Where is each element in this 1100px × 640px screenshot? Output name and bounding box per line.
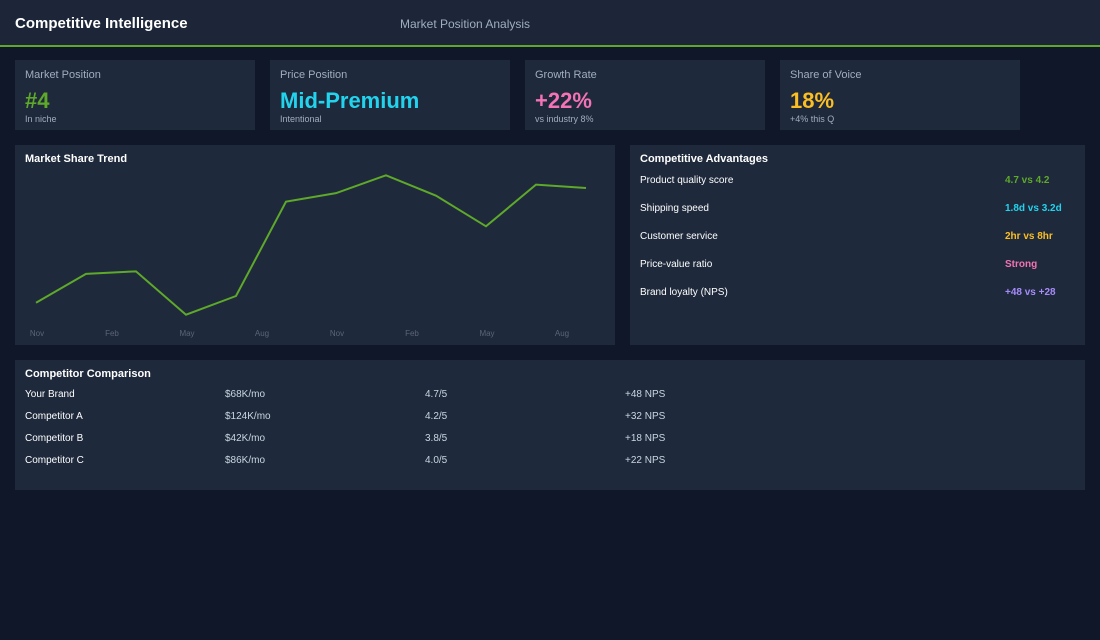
table-cell: 4.0/5	[425, 455, 448, 466]
kpi-label: Price Position	[280, 69, 348, 81]
kpi-card: Share of Voice 18% +4% this Q	[780, 60, 1020, 130]
kpi-note: vs industry 8%	[535, 114, 594, 124]
advantage-label: Product quality score	[640, 175, 734, 186]
kpi-value: #4	[25, 88, 50, 113]
chart-title: Market Share Trend	[25, 153, 128, 165]
advantage-row: Product quality score 4.7 vs 4.2	[640, 175, 1075, 186]
kpi-label: Growth Rate	[535, 69, 597, 81]
panel-title: Competitor Comparison	[25, 368, 151, 380]
kpi-label: Market Position	[25, 69, 101, 81]
x-tick-label: Feb	[405, 329, 419, 338]
advantage-row: Shipping speed 1.8d vs 3.2d	[640, 203, 1075, 214]
advantage-value: 4.7 vs 4.2	[1005, 175, 1050, 186]
kpi-value: Mid-Premium	[280, 88, 420, 113]
table-cell: Competitor C	[25, 455, 84, 466]
x-tick-label: Aug	[255, 329, 269, 338]
table-cell: +18 NPS	[625, 433, 666, 444]
x-tick-label: Nov	[330, 329, 344, 338]
kpi-note: In niche	[25, 114, 57, 124]
table-cell: 4.7/5	[425, 389, 448, 400]
advantage-label: Customer service	[640, 231, 718, 242]
subtitle: Market Position Analysis	[400, 17, 531, 31]
advantage-row: Price-value ratio Strong	[640, 259, 1075, 270]
table-cell: $86K/mo	[225, 455, 266, 466]
kpi-label: Share of Voice	[790, 69, 862, 81]
advantage-value: Strong	[1005, 259, 1038, 270]
advantage-row: Customer service 2hr vs 8hr	[640, 231, 1075, 242]
kpi-value: +22%	[535, 88, 592, 113]
advantage-value: 1.8d vs 3.2d	[1005, 203, 1062, 214]
table-cell: $42K/mo	[225, 433, 266, 444]
kpi-note: +4% this Q	[790, 114, 835, 124]
trend-line	[35, 174, 587, 316]
x-tick-label: Feb	[105, 329, 119, 338]
advantages-panel: Competitive Advantages Product quality s…	[630, 145, 1085, 345]
header: Competitive Intelligence Market Position…	[0, 0, 1100, 47]
table-cell: Your Brand	[25, 389, 75, 400]
kpi-card: Growth Rate +22% vs industry 8%	[525, 60, 765, 130]
table-cell: $68K/mo	[225, 389, 266, 400]
panel-title: Competitive Advantages	[640, 153, 768, 165]
x-tick-label: May	[179, 329, 194, 338]
kpi-card: Price Position Mid-Premium Intentional	[270, 60, 510, 130]
advantage-row: Brand loyalty (NPS) +48 vs +28	[640, 287, 1075, 298]
table-cell: +32 NPS	[625, 411, 666, 422]
advantage-label: Shipping speed	[640, 203, 709, 214]
advantage-label: Price-value ratio	[640, 259, 713, 270]
advantage-label: Brand loyalty (NPS)	[640, 287, 728, 298]
x-tick-label: Aug	[555, 329, 569, 338]
table-cell: +22 NPS	[625, 455, 666, 466]
kpi-value: 18%	[790, 88, 835, 113]
x-tick-label: Nov	[30, 329, 44, 338]
table-cell: Competitor B	[25, 433, 84, 444]
table-cell: Competitor A	[25, 411, 83, 422]
table-cell: $124K/mo	[225, 411, 271, 422]
table-cell: 4.2/5	[425, 411, 448, 422]
title: Competitive Intelligence	[15, 15, 188, 32]
chart: Nov Feb May Aug Nov Feb May Aug	[30, 174, 587, 338]
table-cell: 3.8/5	[425, 433, 448, 444]
comparison-panel: Competitor Comparison Your Brand $68K/mo 4…	[15, 360, 1085, 490]
x-tick-label: May	[479, 329, 494, 338]
kpi-card: Market Position #4 In niche	[15, 60, 255, 130]
advantage-value: 2hr vs 8hr	[1005, 231, 1053, 242]
trend-panel: Market Share Trend Nov Feb May Aug Nov Feb May…	[15, 145, 615, 345]
kpi-note: Intentional	[280, 114, 322, 124]
table-cell: +48 NPS	[625, 389, 666, 400]
advantage-value: +48 vs +28	[1005, 287, 1056, 298]
